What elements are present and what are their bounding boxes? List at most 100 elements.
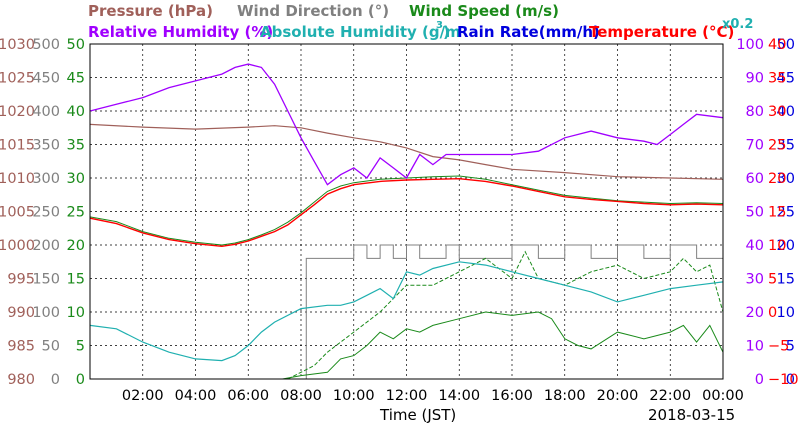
y-tick-rain-rate: 5: [786, 339, 795, 355]
y-tick-relative-humidity: 70: [746, 138, 764, 154]
y-tick-rain-rate: 0: [786, 372, 795, 388]
y-tick-wind-direction: 250: [32, 205, 60, 221]
y-tick-rain-rate: 30: [777, 171, 795, 187]
y-tick-wind-direction: 500: [32, 37, 60, 53]
y-tick-temperature: 25: [768, 138, 786, 154]
x-tick-label: 18:00: [544, 388, 586, 404]
y-tick-temperature: 20: [768, 171, 786, 187]
y-tick-wind-speed: 5: [76, 339, 85, 355]
y-tick-wind-speed: 25: [67, 205, 85, 221]
series-line-pressure: [89, 123, 724, 180]
legend-rain-rate: Rain Rate(mm/h): [457, 23, 600, 41]
y-tick-temperature: 5: [768, 272, 777, 288]
y-tick-relative-humidity: 40: [746, 238, 764, 254]
y-tick-wind-speed: 15: [67, 272, 85, 288]
x-axis-title: Time (JST): [379, 406, 456, 424]
series-line-ah: [89, 261, 724, 362]
y-tick-pressure: 990: [7, 305, 35, 321]
series-layer: [89, 63, 724, 380]
x-tick-label: 04:00: [175, 388, 217, 404]
x-tick-label: 14:00: [438, 388, 480, 404]
y-tick-temperature: 15: [768, 205, 786, 221]
y-tick-relative-humidity: 60: [746, 171, 764, 187]
x-tick-label: 06:00: [227, 388, 269, 404]
y-tick-rain-rate: 35: [777, 138, 795, 154]
y-tick-rain-rate: 50: [777, 37, 795, 53]
legend-absolute-humidity: Absolute Humidity (g/m 3 ): [260, 20, 461, 41]
y-tick-rain-rate: 10: [777, 305, 795, 321]
y-tick-temperature: 30: [768, 104, 786, 120]
y-tick-wind-direction: 150: [32, 272, 60, 288]
y-tick-wind-speed: 45: [67, 71, 85, 87]
y-tick-temperature: −10: [768, 372, 799, 388]
y-tick-wind-speed: 40: [67, 104, 85, 120]
y-tick-relative-humidity: 50: [746, 205, 764, 221]
axes-layer: 02:00 04:00 06:00 08:00 10:00 12:00 14:00 16:00…: [0, 37, 799, 404]
legend-wind-direction: Wind Direction (°): [237, 2, 389, 20]
y-tick-pressure: 1005: [0, 205, 35, 221]
x-tick-label: 10:00: [333, 388, 375, 404]
plot-frame: [89, 43, 724, 380]
y-tick-wind-direction: 100: [32, 305, 60, 321]
y-tick-relative-humidity: 90: [746, 71, 764, 87]
y-tick-pressure: 1015: [0, 138, 35, 154]
y-tick-wind-direction: 50: [42, 339, 60, 355]
series-line-wind-dir: [90, 244, 724, 380]
x-tick-label: 16:00: [491, 388, 533, 404]
series-line-temp-dew: [89, 175, 724, 246]
y-tick-temperature: 35: [768, 71, 786, 87]
x-tick-label: 00:00: [702, 388, 744, 404]
y-tick-wind-direction: 300: [32, 171, 60, 187]
y-tick-wind-speed: 50: [67, 37, 85, 53]
x-tick-label: 12:00: [386, 388, 428, 404]
series-line-wind-speed: [90, 311, 724, 380]
series-line-wind-gust: [90, 250, 724, 380]
y-tick-pressure: 995: [7, 272, 35, 288]
x-tick-label: 02:00: [122, 388, 164, 404]
legend-absolute-humidity-main: Absolute Humidity (g/m: [260, 23, 461, 41]
legend-relative-humidity: Relative Humidity (%): [88, 23, 273, 41]
y-tick-rain-rate: 40: [777, 104, 795, 120]
y-tick-rain-rate: 45: [777, 71, 795, 87]
series-line-temp: [89, 177, 724, 248]
legend-absolute-humidity-close: ): [443, 23, 450, 41]
y-tick-temperature: 40: [768, 37, 786, 53]
y-tick-wind-direction: 200: [32, 238, 60, 254]
y-tick-wind-speed: 0: [76, 372, 85, 388]
y-tick-temperature: 10: [768, 238, 786, 254]
y-tick-wind-direction: 0: [51, 372, 60, 388]
legend-wind-speed: Wind Speed (m/s): [409, 2, 559, 20]
y-tick-relative-humidity: 20: [746, 305, 764, 321]
y-tick-wind-speed: 35: [67, 138, 85, 154]
x-tick-label: 22:00: [649, 388, 691, 404]
y-tick-relative-humidity: 100: [736, 37, 764, 53]
legend-x02-note: x0.2: [722, 17, 753, 32]
y-tick-pressure: 985: [7, 339, 35, 355]
y-tick-pressure: 1020: [0, 104, 35, 120]
y-tick-wind-direction: 400: [32, 104, 60, 120]
y-tick-relative-humidity: 0: [755, 372, 764, 388]
date-label: 2018-03-15: [648, 406, 735, 424]
y-tick-relative-humidity: 30: [746, 272, 764, 288]
series-line-rh: [89, 63, 724, 186]
x-tick-label: 20:00: [597, 388, 639, 404]
y-tick-pressure: 1030: [0, 37, 35, 53]
y-tick-pressure: 1000: [0, 238, 35, 254]
y-tick-pressure: 980: [7, 372, 35, 388]
y-tick-pressure: 1025: [0, 71, 35, 87]
legend-temperature: Temperature (°C): [589, 23, 734, 41]
y-tick-rain-rate: 25: [777, 205, 795, 221]
y-tick-temperature: −5: [768, 339, 789, 355]
y-tick-wind-direction: 450: [32, 71, 60, 87]
y-tick-relative-humidity: 80: [746, 104, 764, 120]
legend-pressure: Pressure (hPa): [88, 2, 213, 20]
y-tick-wind-direction: 350: [32, 138, 60, 154]
y-tick-pressure: 1010: [0, 171, 35, 187]
y-tick-wind-speed: 30: [67, 171, 85, 187]
x-tick-label: 08:00: [280, 388, 322, 404]
grid-layer: [90, 44, 723, 379]
y-tick-rain-rate: 20: [777, 238, 795, 254]
y-tick-wind-speed: 10: [67, 305, 85, 321]
